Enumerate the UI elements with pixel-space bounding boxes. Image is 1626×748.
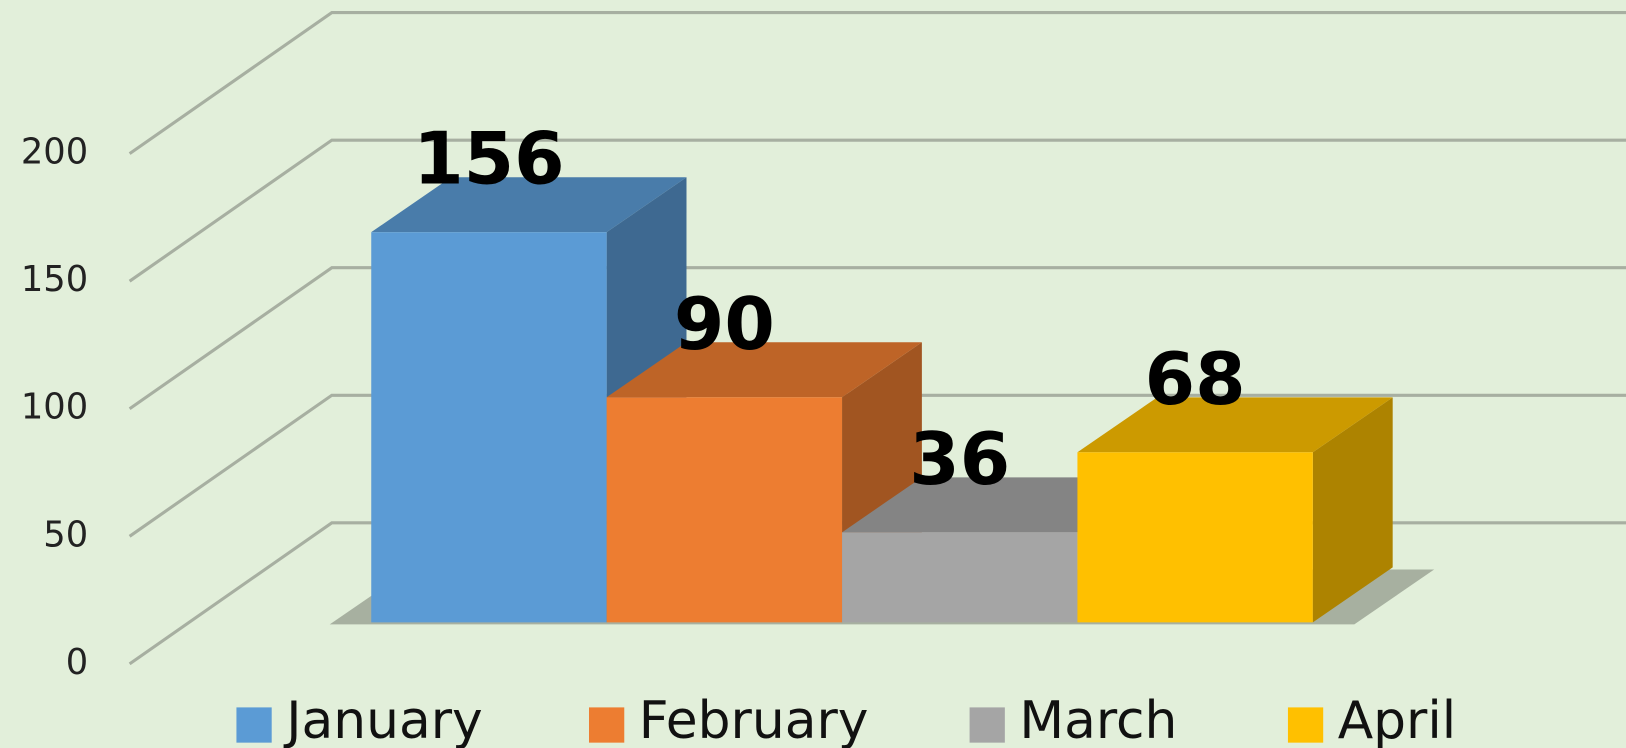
legend-swatch (236, 707, 272, 743)
y-tick-label: 150 (21, 259, 88, 300)
bar-top (1077, 397, 1393, 453)
legend-swatch (969, 707, 1005, 743)
legend-swatch (1287, 707, 1324, 743)
legend-swatch (589, 707, 625, 743)
value-label: 36 (909, 418, 1010, 502)
legend-label: February (639, 691, 869, 748)
bar-side (1312, 397, 1393, 623)
bar (371, 232, 607, 623)
grid-line (128, 393, 1626, 538)
bar-top (371, 177, 687, 233)
value-label: 90 (674, 283, 775, 367)
legend-label: January (283, 691, 482, 748)
legend: January February March April (236, 691, 1456, 748)
legend-label: April (1338, 691, 1456, 748)
bar (842, 532, 1078, 623)
bar-top (606, 342, 922, 398)
y-tick-label: 100 (21, 387, 88, 428)
grid-line (128, 11, 1626, 155)
value-label: 68 (1145, 338, 1246, 422)
y-tick-label: 200 (21, 132, 88, 173)
bar (1077, 452, 1313, 623)
bars: 156 90 36 68 (329, 118, 1435, 625)
value-label: 156 (413, 118, 565, 202)
grid-line (128, 266, 1626, 411)
y-tick-label: 50 (43, 514, 88, 555)
y-tick-label: 0 (66, 642, 88, 683)
bar (606, 397, 843, 623)
legend-label: March (1019, 691, 1177, 748)
grid-line (128, 138, 1626, 283)
